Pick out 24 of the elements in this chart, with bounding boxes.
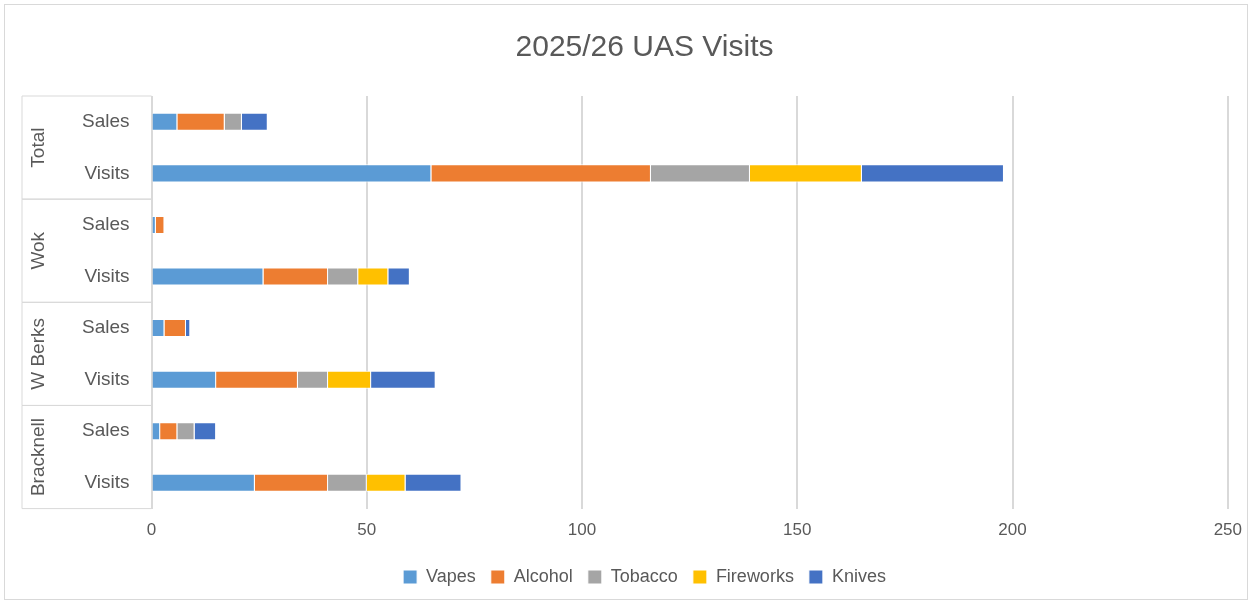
y-tick-label: Visits	[84, 264, 130, 286]
y-tick-label: Sales	[82, 213, 130, 235]
legend-label: Vapes	[426, 565, 476, 586]
legend-label: Alcohol	[513, 565, 573, 586]
x-tick-label: 0	[146, 520, 157, 540]
y-tick-label: Visits	[84, 367, 130, 389]
text: Bracknell	[27, 417, 49, 497]
y-tick-label: Visits	[84, 471, 130, 493]
legend-label: Fireworks	[715, 565, 794, 586]
x-tick-label: 100	[567, 520, 597, 540]
x-tick-label: 150	[783, 520, 812, 540]
y-tick-label: Sales	[82, 110, 130, 132]
y-tick-label: Visits	[84, 161, 130, 183]
x-tick-label: 200	[998, 520, 1027, 540]
legend-label: Knives	[831, 565, 886, 586]
text: Wok	[27, 231, 49, 270]
y-tick-label: Sales	[82, 419, 130, 441]
x-tick-label: 250	[1213, 520, 1243, 540]
x-tick-label: 50	[357, 520, 377, 540]
text: W Berks	[27, 317, 49, 390]
chart-title: 2025/26 UAS Visits	[515, 29, 774, 63]
y-tick-label: Sales	[82, 316, 130, 338]
text: Total	[27, 127, 49, 168]
legend-label: Tobacco	[610, 565, 678, 586]
